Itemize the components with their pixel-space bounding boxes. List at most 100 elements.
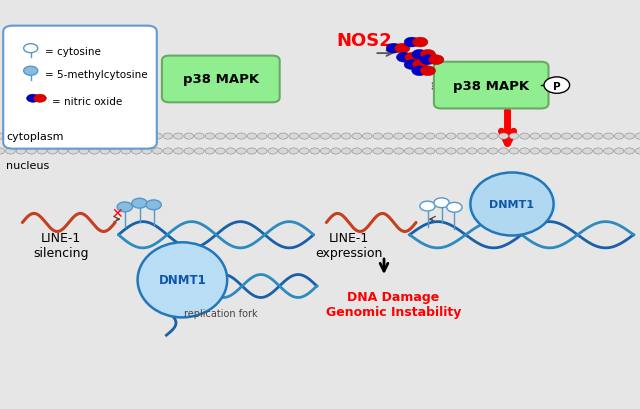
Text: DNMT1: DNMT1	[159, 274, 206, 287]
Circle shape	[394, 148, 403, 155]
Circle shape	[300, 148, 309, 155]
Circle shape	[163, 148, 173, 155]
Circle shape	[321, 148, 330, 155]
Circle shape	[100, 134, 109, 140]
Circle shape	[321, 134, 330, 140]
Circle shape	[27, 95, 40, 103]
Circle shape	[268, 134, 278, 140]
Ellipse shape	[138, 243, 227, 318]
Ellipse shape	[470, 173, 554, 236]
Circle shape	[429, 56, 444, 65]
Circle shape	[278, 134, 288, 140]
Circle shape	[509, 148, 519, 155]
Circle shape	[205, 134, 214, 140]
Circle shape	[6, 148, 15, 155]
Circle shape	[405, 53, 420, 63]
Circle shape	[6, 134, 15, 140]
Circle shape	[247, 134, 257, 140]
Circle shape	[426, 134, 435, 140]
Circle shape	[24, 67, 38, 76]
Text: p38 MAPK: p38 MAPK	[183, 73, 259, 86]
Circle shape	[541, 134, 550, 140]
Circle shape	[467, 134, 477, 140]
Circle shape	[593, 134, 603, 140]
FancyBboxPatch shape	[3, 27, 157, 149]
Circle shape	[331, 148, 340, 155]
Circle shape	[352, 134, 362, 140]
Circle shape	[47, 134, 57, 140]
Circle shape	[404, 148, 414, 155]
Circle shape	[420, 50, 436, 60]
Circle shape	[121, 134, 131, 140]
Circle shape	[373, 134, 383, 140]
Circle shape	[541, 148, 550, 155]
Circle shape	[278, 148, 288, 155]
Circle shape	[111, 148, 120, 155]
Circle shape	[551, 148, 561, 155]
Circle shape	[593, 148, 603, 155]
FancyBboxPatch shape	[162, 56, 280, 103]
Circle shape	[395, 44, 410, 54]
Circle shape	[457, 148, 467, 155]
Circle shape	[300, 134, 309, 140]
Circle shape	[404, 134, 414, 140]
Circle shape	[412, 67, 427, 76]
Text: P: P	[553, 82, 561, 92]
Circle shape	[562, 134, 572, 140]
Circle shape	[184, 148, 194, 155]
Circle shape	[34, 95, 46, 103]
Circle shape	[257, 134, 267, 140]
Circle shape	[132, 148, 141, 155]
Circle shape	[583, 134, 593, 140]
Circle shape	[27, 134, 36, 140]
Circle shape	[404, 38, 419, 48]
Circle shape	[68, 148, 78, 155]
Circle shape	[0, 134, 5, 140]
Circle shape	[362, 134, 372, 140]
Circle shape	[520, 148, 529, 155]
Circle shape	[163, 134, 173, 140]
Circle shape	[467, 148, 477, 155]
Circle shape	[447, 203, 462, 213]
Circle shape	[289, 134, 299, 140]
Circle shape	[446, 134, 456, 140]
Circle shape	[289, 148, 299, 155]
Circle shape	[37, 148, 47, 155]
Circle shape	[420, 67, 436, 76]
Circle shape	[152, 148, 162, 155]
Circle shape	[614, 134, 624, 140]
Circle shape	[636, 134, 640, 140]
Circle shape	[499, 134, 508, 140]
Text: LINE-1
silencing: LINE-1 silencing	[33, 231, 88, 259]
Circle shape	[16, 134, 26, 140]
Circle shape	[184, 134, 194, 140]
Circle shape	[205, 148, 214, 155]
Circle shape	[90, 148, 99, 155]
Circle shape	[362, 148, 372, 155]
Circle shape	[247, 148, 257, 155]
Circle shape	[257, 148, 267, 155]
Text: = cytosine: = cytosine	[45, 47, 100, 57]
Circle shape	[614, 148, 624, 155]
Circle shape	[520, 134, 529, 140]
Circle shape	[111, 134, 120, 140]
Circle shape	[173, 134, 183, 140]
Circle shape	[24, 45, 38, 54]
FancyBboxPatch shape	[434, 63, 548, 109]
Circle shape	[478, 148, 488, 155]
Circle shape	[79, 134, 89, 140]
Circle shape	[373, 148, 383, 155]
Circle shape	[466, 175, 558, 234]
Circle shape	[531, 134, 540, 140]
Circle shape	[341, 134, 351, 140]
Text: DNMT1: DNMT1	[490, 200, 534, 209]
Circle shape	[383, 134, 393, 140]
Circle shape	[268, 148, 278, 155]
Circle shape	[499, 148, 508, 155]
Circle shape	[152, 134, 162, 140]
Text: replication fork: replication fork	[184, 308, 258, 318]
Text: NOS2: NOS2	[336, 32, 392, 50]
Circle shape	[625, 148, 634, 155]
Circle shape	[413, 38, 428, 48]
Circle shape	[47, 148, 57, 155]
